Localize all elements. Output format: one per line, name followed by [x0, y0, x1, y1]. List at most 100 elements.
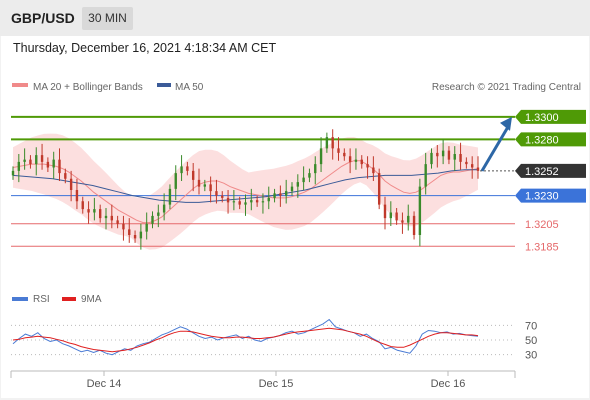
candle-body [296, 182, 300, 187]
bollinger-legend-swatch [12, 83, 28, 87]
candle-body [348, 156, 352, 162]
x-tick-label: Dec 16 [431, 378, 466, 390]
candle-body [29, 159, 32, 165]
candle-body [186, 166, 189, 171]
candle-body [389, 212, 393, 219]
candles-layer [11, 129, 480, 250]
candle-body [145, 223, 148, 232]
candle-body [69, 178, 73, 190]
level-label-1.3280: 1.3280 [525, 134, 559, 146]
candle-body [35, 155, 38, 165]
candle-body [360, 159, 363, 165]
candle-body [354, 159, 358, 162]
ma20-line [12, 160, 479, 224]
candle-body [226, 197, 230, 203]
candle-body [465, 161, 468, 165]
candle-body [221, 195, 224, 198]
candle-body [470, 164, 474, 168]
timeframe-button[interactable]: 30 MIN [82, 7, 133, 30]
rsi-layer: 70 50 30 [11, 318, 537, 362]
candle-body [128, 229, 131, 235]
candle-body [232, 201, 236, 203]
forecast-arrow-head [500, 116, 512, 131]
candle-body [290, 186, 294, 192]
candle-body [157, 212, 160, 216]
candle-body [453, 154, 456, 160]
candle-body [319, 148, 323, 165]
forecast-arrow-shaft [480, 126, 510, 172]
candle-body [314, 164, 317, 174]
pair-label: GBP/USD [11, 10, 75, 26]
candle-body [273, 193, 276, 198]
candle-body [412, 215, 416, 235]
bollinger-band [13, 133, 478, 250]
candle-body [325, 137, 329, 149]
rsi-tick-30: 30 [525, 350, 537, 362]
level-labels-layer: 1.3300 1.3280 1.3252 1.3230 1.3205 1.3185 [515, 109, 586, 253]
candle-body [337, 148, 340, 153]
candle-body [23, 159, 26, 162]
candle-body [267, 197, 270, 202]
candle-body [284, 191, 288, 196]
candle-body [104, 215, 108, 219]
candle-body [459, 154, 462, 162]
level-label-box-1.3300 [515, 109, 586, 124]
x-tick-label: Dec 14 [87, 378, 122, 390]
candle-body [93, 209, 96, 213]
candle-body [383, 204, 387, 219]
candle-body [40, 155, 44, 162]
candle-body [116, 220, 119, 224]
candle-body [180, 166, 183, 174]
candle-body [110, 215, 114, 221]
candle-body [162, 204, 166, 213]
candle-body [244, 202, 247, 205]
candle-body [255, 200, 259, 203]
candle-body [238, 201, 241, 205]
candle-body [441, 150, 445, 157]
candle-body [81, 201, 84, 210]
candle-body [209, 184, 212, 192]
candle-body [203, 184, 207, 187]
candle-body [122, 223, 125, 230]
candle-body [447, 150, 451, 160]
candle-body [151, 215, 154, 224]
candle-body [424, 164, 427, 187]
level-label-box-1.3230 [515, 188, 586, 203]
candle-body [191, 170, 195, 180]
candle-body [87, 209, 90, 213]
candle-body [377, 173, 381, 205]
candle-body [52, 159, 55, 168]
candle-body [215, 191, 218, 196]
top-bar: GBP/USD 30 MIN [0, 0, 590, 36]
level-label-1.3185: 1.3185 [525, 241, 559, 253]
level-label-1.3230: 1.3230 [525, 191, 559, 203]
forecast-arrow-layer [480, 116, 512, 172]
ma50-legend-label: MA 50 [175, 82, 204, 93]
candle-body [436, 152, 439, 157]
candle-body [11, 170, 15, 176]
candle-body [133, 235, 137, 239]
candle-body [372, 167, 375, 174]
level-label-box-1.3280 [515, 132, 586, 147]
candle-body [407, 215, 410, 223]
level-label-1.3205: 1.3205 [525, 219, 559, 231]
credit-label: Research © 2021 Trading Central [432, 82, 581, 93]
candle-body [308, 173, 311, 178]
rsi-legend-label: RSI [33, 294, 50, 305]
candle-body [430, 152, 433, 165]
candle-body [401, 220, 404, 223]
rsi-tick-70: 70 [525, 320, 537, 332]
candle-body [279, 193, 282, 196]
rsi-ma-legend-swatch [62, 297, 76, 301]
ma50-legend-swatch [157, 83, 171, 87]
level-label-box-1.3252 [515, 163, 586, 178]
candle-body [250, 200, 253, 203]
candle-body [168, 188, 172, 205]
x-ticks-layer: Dec 14 Dec 15 Dec 16 [87, 371, 466, 390]
candle-body [197, 179, 201, 187]
rsi-ma-line [12, 327, 479, 353]
candle-body [331, 137, 334, 149]
bollinger-band-layer [13, 133, 478, 250]
candle-body [98, 209, 102, 219]
